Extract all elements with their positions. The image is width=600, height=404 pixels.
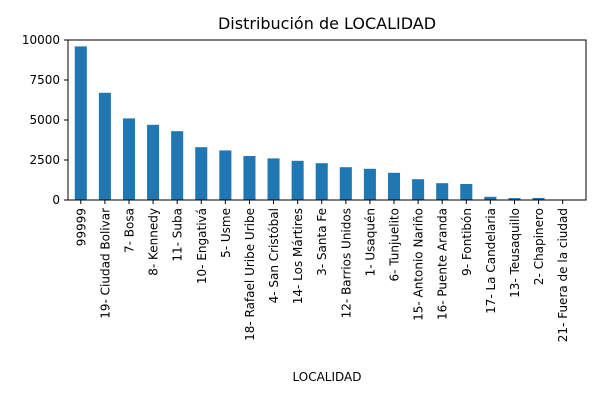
bar-6 [219,150,231,200]
y-tick-label-0: 0 [52,193,60,207]
bar-11 [340,167,352,200]
bars-group [75,46,569,200]
y-tick-label-3: 7500 [29,73,60,87]
x-tick-label-4: 11- Suba [171,208,185,262]
x-tick-label-6: 5- Usme [219,208,233,258]
x-tick-label-12: 1- Usaquén [363,208,377,276]
bar-13 [388,173,400,200]
bar-4 [171,131,183,200]
bar-12 [364,169,376,200]
x-tick-label-18: 13- Teusaquillo [508,208,522,298]
bar-5 [195,147,207,200]
y-tick-label-1: 2500 [29,153,60,167]
x-tick-label-10: 3- Santa Fe [315,208,329,276]
bar-15 [436,183,448,200]
y-tick-label-4: 10000 [22,33,60,47]
x-tick-label-11: 12- Barrios Unidos [339,208,353,318]
bar-2 [123,118,135,200]
x-tick-label-9: 14- Los Mártires [291,208,305,304]
bar-10 [316,163,328,200]
x-tick-label-13: 6- Tunjuelito [388,208,402,282]
x-tick-label-1: 19- Ciudad Bolivar [98,208,112,319]
x-tick-label-17: 17- La Candelaria [484,208,498,314]
bar-14 [412,179,424,200]
x-tick-label-3: 8- Kennedy [147,208,161,276]
x-tick-label-2: 7- Bosa [122,208,136,253]
x-tick-label-15: 16- Puente Aranda [436,208,450,320]
bar-0 [75,46,87,200]
chart-title: Distribución de LOCALIDAD [218,14,436,33]
x-tick-label-8: 4- San Cristóbal [267,208,281,303]
x-tick-label-0: 99999 [74,208,88,246]
bar-3 [147,125,159,200]
bar-16 [460,184,472,200]
bar-7 [243,156,255,200]
bar-9 [292,161,304,200]
bar-8 [268,158,280,200]
x-axis: 99999 19- Ciudad Bolivar 7- Bosa 8- Kennedy… [74,200,570,342]
y-axis: 0 2500 5000 7500 10000 [22,33,68,207]
x-tick-label-14: 15- Antonio Nariño [412,208,426,321]
x-tick-label-7: 18- Rafael Uribe Uribe [243,208,257,341]
y-tick-label-2: 5000 [29,113,60,127]
x-tick-label-20: 21- Fuera de la ciudad [556,208,570,342]
x-tick-label-16: 9- Fontibón [460,208,474,276]
x-tick-label-19: 2- Chapinero [532,208,546,285]
bar-1 [99,93,111,200]
x-axis-label: LOCALIDAD [293,370,362,384]
x-tick-label-5: 10- Engativá [195,208,209,284]
